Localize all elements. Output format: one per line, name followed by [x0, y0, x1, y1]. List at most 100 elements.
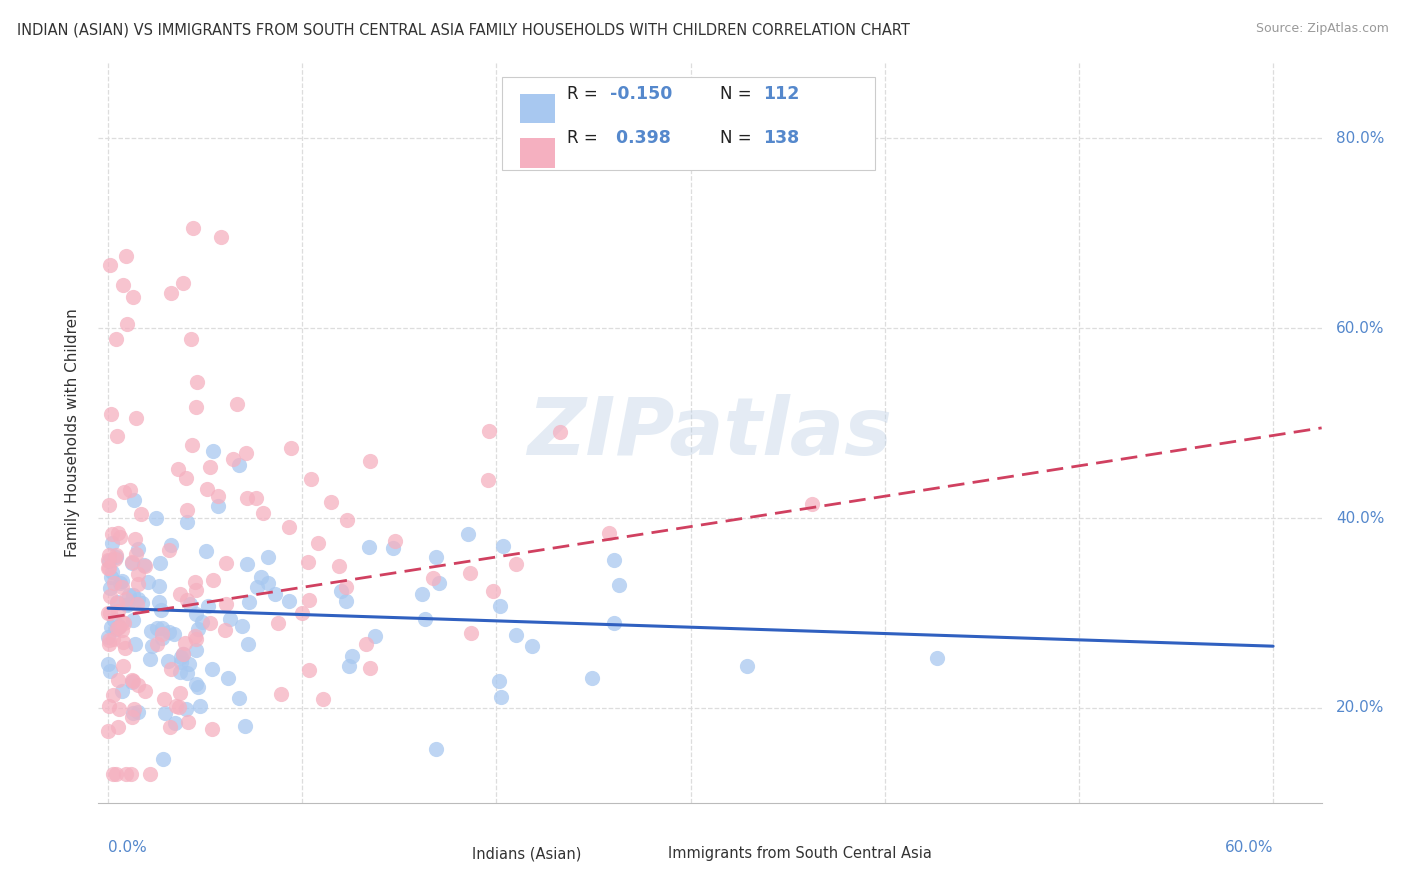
Point: [169, 665, 191, 679]
Point: [201, 662, 224, 676]
Point: [264, 587, 287, 601]
Point: [111, 580, 134, 594]
Point: [312, 691, 335, 706]
Point: [122, 613, 145, 627]
Point: [120, 767, 142, 781]
Point: [103, 613, 125, 627]
Point: [198, 616, 221, 631]
Point: [413, 612, 436, 626]
Point: [307, 536, 329, 550]
Point: [105, 596, 128, 610]
Point: [382, 541, 405, 556]
Point: [159, 662, 181, 676]
Point: [127, 592, 149, 607]
Point: [98, 554, 121, 568]
Point: [97, 560, 120, 574]
Point: [97, 657, 120, 672]
Point: [458, 566, 481, 580]
Point: [156, 654, 179, 668]
Point: [173, 635, 195, 649]
Point: [328, 558, 350, 573]
Point: [602, 615, 624, 630]
Point: [112, 659, 135, 673]
Point: [98, 589, 121, 603]
Point: [107, 526, 129, 541]
Point: [121, 706, 143, 720]
Point: [124, 532, 146, 546]
Point: [195, 543, 218, 558]
Point: [101, 565, 124, 579]
Point: [252, 506, 274, 520]
Point: [105, 767, 128, 781]
Point: [121, 675, 143, 690]
Point: [209, 230, 232, 244]
FancyBboxPatch shape: [502, 78, 875, 169]
Point: [107, 604, 129, 618]
Point: [110, 615, 132, 629]
Point: [159, 720, 181, 734]
Point: [101, 688, 124, 702]
Point: [425, 549, 447, 564]
Point: [169, 686, 191, 700]
Point: [115, 249, 138, 263]
Point: [607, 578, 630, 592]
Point: [129, 507, 152, 521]
Point: [176, 502, 198, 516]
Point: [277, 594, 299, 608]
Point: [115, 599, 138, 613]
Point: [125, 597, 148, 611]
Point: [98, 698, 121, 713]
Point: [598, 525, 620, 540]
Point: [336, 513, 359, 527]
Point: [167, 462, 190, 476]
Point: [181, 221, 204, 235]
Point: [117, 318, 139, 332]
Point: [478, 424, 501, 438]
Text: 112: 112: [762, 85, 799, 103]
Point: [184, 607, 207, 621]
Point: [207, 500, 229, 514]
Point: [118, 483, 141, 497]
Point: [131, 596, 153, 610]
Point: [411, 587, 433, 601]
Text: 60.0%: 60.0%: [1225, 840, 1272, 855]
Point: [163, 626, 186, 640]
Point: [187, 622, 209, 636]
Point: [101, 632, 124, 646]
Point: [146, 637, 169, 651]
Point: [167, 699, 190, 714]
Point: [105, 550, 128, 565]
Point: [184, 582, 207, 597]
Point: [335, 594, 357, 608]
Point: [197, 599, 219, 614]
Text: R =: R =: [567, 129, 603, 147]
Point: [505, 557, 527, 571]
Point: [176, 471, 198, 485]
Point: [153, 692, 176, 706]
Point: [489, 690, 512, 705]
Point: [108, 620, 131, 634]
Point: [148, 579, 170, 593]
Point: [222, 451, 245, 466]
Point: [104, 552, 127, 566]
Point: [363, 629, 385, 643]
Point: [110, 575, 132, 590]
Point: [235, 719, 257, 733]
Point: [124, 637, 146, 651]
Point: [181, 438, 204, 452]
Point: [104, 622, 127, 636]
Point: [179, 597, 201, 611]
Point: [359, 540, 381, 554]
Point: [97, 630, 120, 644]
Point: [329, 584, 352, 599]
Point: [176, 516, 198, 530]
Point: [138, 767, 160, 781]
Point: [121, 556, 143, 570]
Point: [163, 715, 186, 730]
Point: [186, 680, 208, 694]
Point: [201, 722, 224, 736]
Point: [299, 472, 322, 486]
Point: [492, 539, 515, 553]
Point: [121, 673, 143, 688]
Point: [319, 494, 342, 508]
